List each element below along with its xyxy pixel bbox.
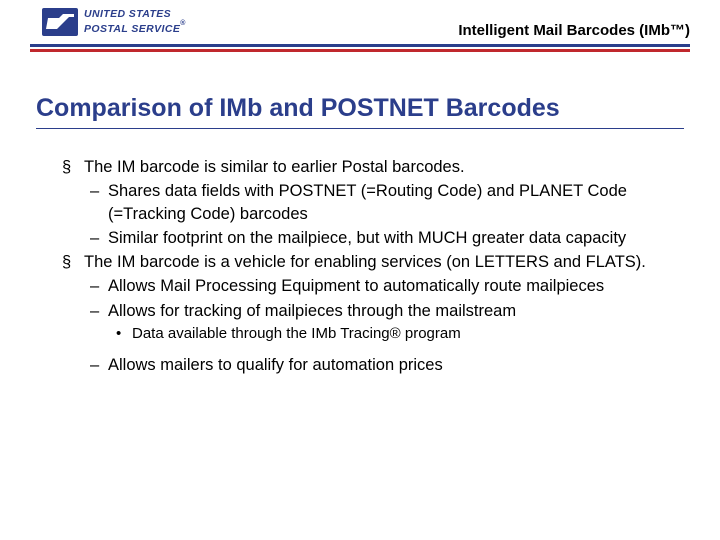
logo-line1: UNITED STATES xyxy=(84,9,185,20)
slide-title-underline xyxy=(36,128,684,129)
slide-page: UNITED STATES POSTAL SERVICE® Intelligen… xyxy=(0,0,720,540)
bullet-lvl3: Data available through the IMb Tracing® … xyxy=(60,324,660,344)
logo-line2: POSTAL SERVICE xyxy=(84,23,180,35)
slide-title: Comparison of IMb and POSTNET Barcodes xyxy=(36,94,560,123)
bullet-lvl2: Shares data fields with POSTNET (=Routin… xyxy=(60,180,660,225)
header: UNITED STATES POSTAL SERVICE® Intelligen… xyxy=(0,0,720,60)
logo-registered-mark: ® xyxy=(180,20,185,27)
body-content: The IM barcode is similar to earlier Pos… xyxy=(60,156,660,378)
bullet-lvl2: Allows for tracking of mailpieces throug… xyxy=(60,300,660,322)
header-title: Intelligent Mail Barcodes (IMb™) xyxy=(458,22,690,39)
header-rule-blue xyxy=(30,44,690,47)
bullet-lvl2: Allows Mail Processing Equipment to auto… xyxy=(60,275,660,297)
usps-eagle-icon xyxy=(45,12,75,32)
usps-logo-text: UNITED STATES POSTAL SERVICE® xyxy=(84,9,185,37)
bullet-lvl2: Similar footprint on the mailpiece, but … xyxy=(60,227,660,249)
bullet-lvl1: The IM barcode is a vehicle for enabling… xyxy=(60,251,660,273)
header-rule-red xyxy=(30,49,690,52)
bullet-lvl1: The IM barcode is similar to earlier Pos… xyxy=(60,156,660,178)
bullet-lvl2: Allows mailers to qualify for automation… xyxy=(60,354,660,376)
